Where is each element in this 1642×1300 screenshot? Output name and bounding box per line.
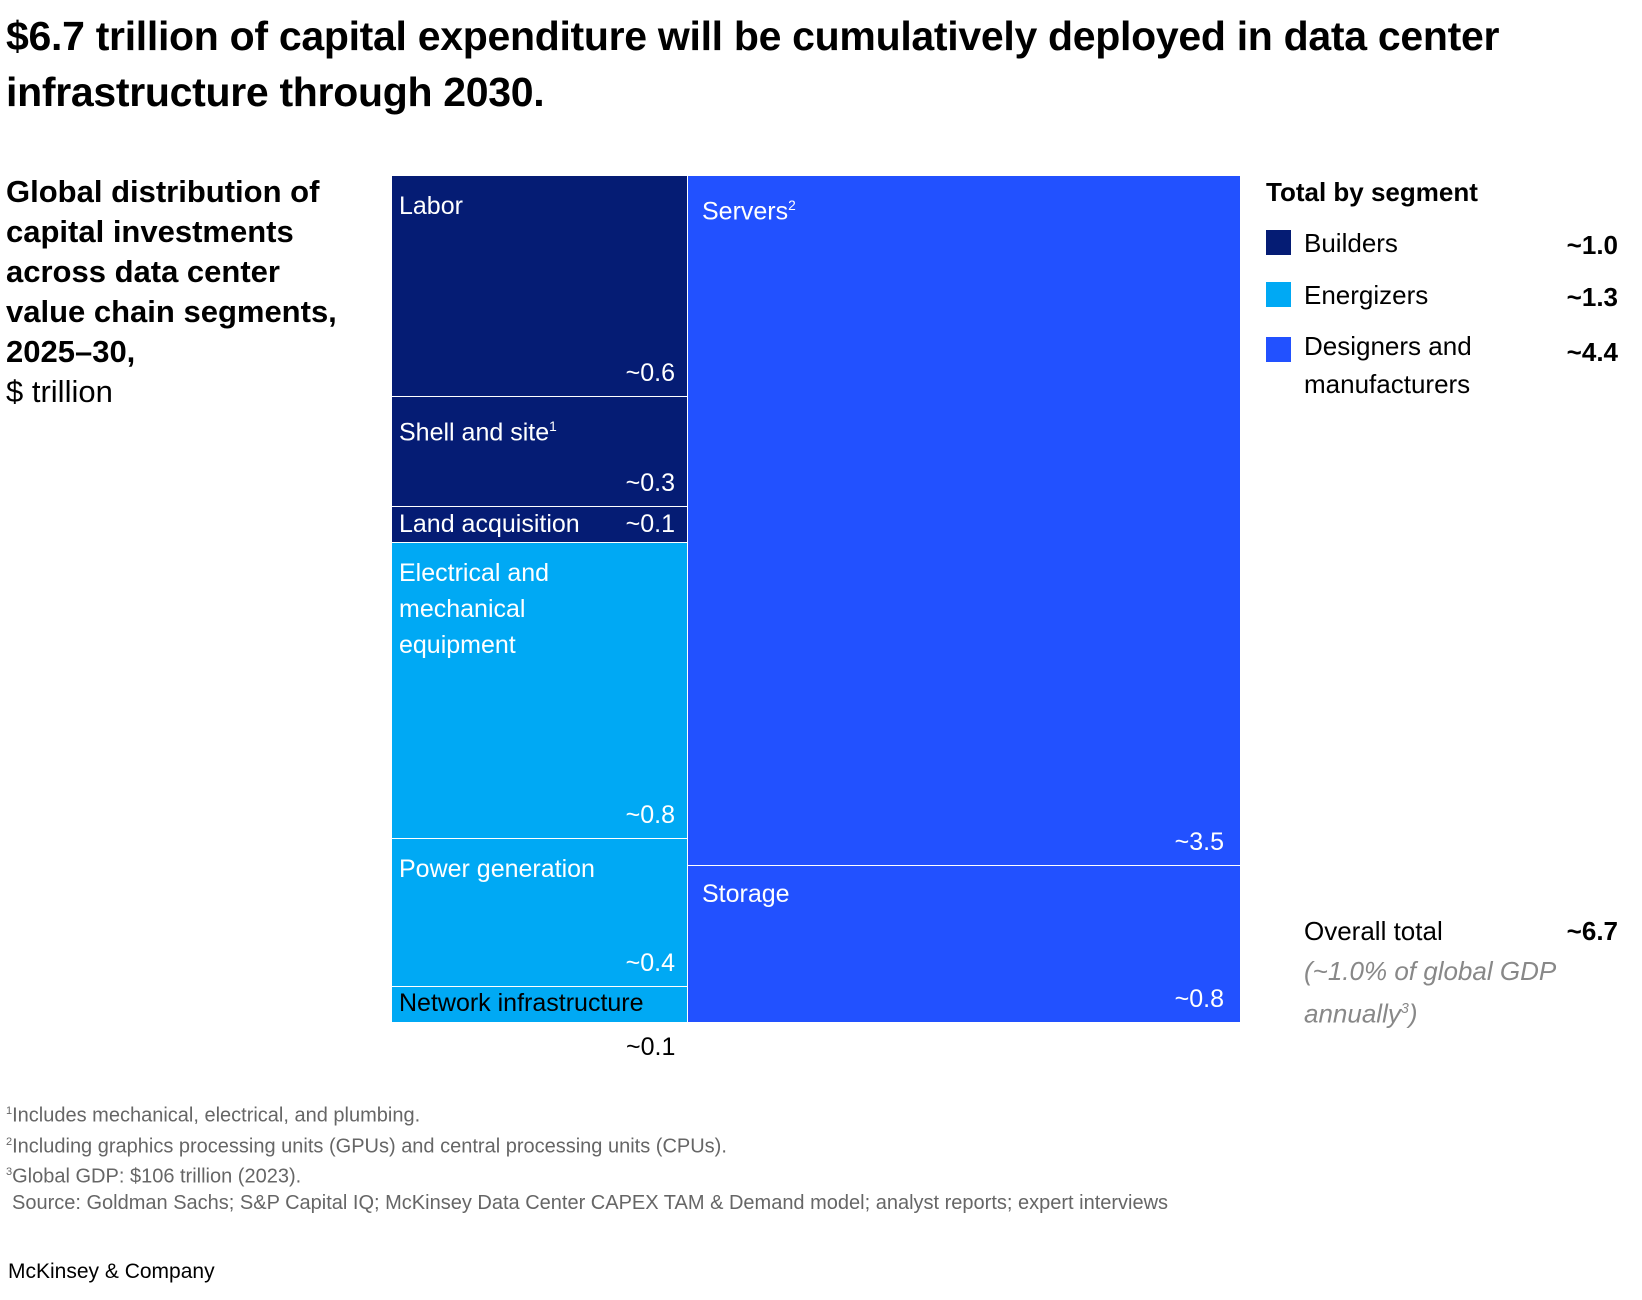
footnote-num: 1 — [6, 1105, 13, 1117]
network-value: ~0.1 — [626, 1033, 676, 1061]
cell-electrical-mechanical: Electrical and mechanical equipment ~0.8 — [392, 543, 687, 839]
overall-total-note: (~1.0% of global GDP annually3) — [1304, 952, 1604, 1033]
footnote-ref: 3 — [1400, 1001, 1409, 1017]
cell-label: Power generation — [399, 855, 595, 883]
note-text: (~1.0% of global GDP annually — [1304, 956, 1556, 1029]
overall-total-label: Overall total — [1304, 916, 1443, 946]
cell-value: ~3.5 — [1174, 828, 1224, 856]
chart-subtitle: Global distribution of capital investmen… — [6, 172, 356, 412]
cell-storage: Storage ~0.8 — [688, 866, 1240, 1022]
cell-label: Network infrastructure — [399, 989, 644, 1017]
source: Source: Goldman Sachs; S&P Capital IQ; M… — [12, 1191, 1169, 1214]
note-end: ) — [1408, 998, 1418, 1029]
cell-labor: Labor ~0.6 — [392, 176, 687, 397]
cell-land-acquisition: Land acquisition ~0.1 — [392, 507, 687, 543]
footnote-num: 2 — [6, 1135, 13, 1148]
cell-shell-and-site: Shell and site1 ~0.3 — [392, 397, 687, 507]
footnote-text: Includes mechanical, electrical, and plu… — [12, 1104, 421, 1127]
brand-logo: McKinsey & Company — [8, 1260, 215, 1283]
cell-power-generation: Power generation ~0.4 — [392, 839, 687, 987]
subtitle-text: Global distribution of capital investmen… — [6, 174, 337, 369]
cell-value: ~0.1 — [625, 510, 675, 538]
legend-value: ~1.0 — [1566, 230, 1618, 260]
cell-value: ~0.8 — [625, 801, 675, 829]
footnote-ref: 1 — [549, 419, 557, 434]
cell-label: Storage — [702, 880, 790, 908]
cell-servers: Servers2 ~3.5 — [688, 176, 1240, 866]
legend-title: Total by segment — [1266, 177, 1478, 207]
legend-swatch-builders — [1266, 230, 1291, 255]
legend-label: Energizers — [1304, 280, 1429, 310]
legend-swatch-designers — [1266, 337, 1291, 362]
cell-label: Land acquisition — [399, 510, 580, 538]
footnote-text: Global GDP: $106 trillion (2023). — [12, 1165, 302, 1188]
cell-network-infrastructure: Network infrastructure — [392, 987, 687, 1022]
footnote: 3Global GDP: $106 trillion (2023). — [6, 1159, 1168, 1190]
cell-label: Shell and site1 — [399, 409, 557, 450]
legend-swatch-energizers — [1266, 282, 1291, 307]
footnote-num: 3 — [6, 1166, 13, 1179]
overall-total-value: ~6.7 — [1566, 916, 1618, 946]
cell-label: Electrical and mechanical equipment — [399, 559, 550, 659]
footnote: 2Including graphics processing units (GP… — [6, 1129, 1168, 1160]
cell-value: ~0.4 — [625, 949, 675, 977]
cell-value: ~0.6 — [625, 359, 675, 387]
footnote-text: Including graphics processing units (GPU… — [12, 1135, 727, 1158]
cell-label: Servers2 — [702, 188, 796, 229]
cell-label-text: Shell and site — [399, 418, 550, 447]
cell-value: ~0.3 — [625, 469, 675, 497]
legend-value: ~4.4 — [1566, 337, 1618, 367]
legend-label: Builders — [1304, 228, 1398, 258]
legend-value: ~1.3 — [1566, 282, 1618, 312]
footnote: 1Includes mechanical, electrical, and pl… — [6, 1098, 1168, 1129]
chart-title: $6.7 trillion of capital expenditure wil… — [6, 13, 1500, 115]
subtitle-unit: $ trillion — [6, 374, 113, 409]
footnotes: 1Includes mechanical, electrical, and pl… — [6, 1098, 1168, 1216]
cell-value: ~0.8 — [1174, 985, 1224, 1013]
legend-label: Designers and manufacturers — [1304, 331, 1472, 399]
footnote-ref: 2 — [788, 198, 796, 213]
cell-label-text: Servers — [702, 197, 789, 226]
cell-label: Labor — [399, 192, 463, 220]
